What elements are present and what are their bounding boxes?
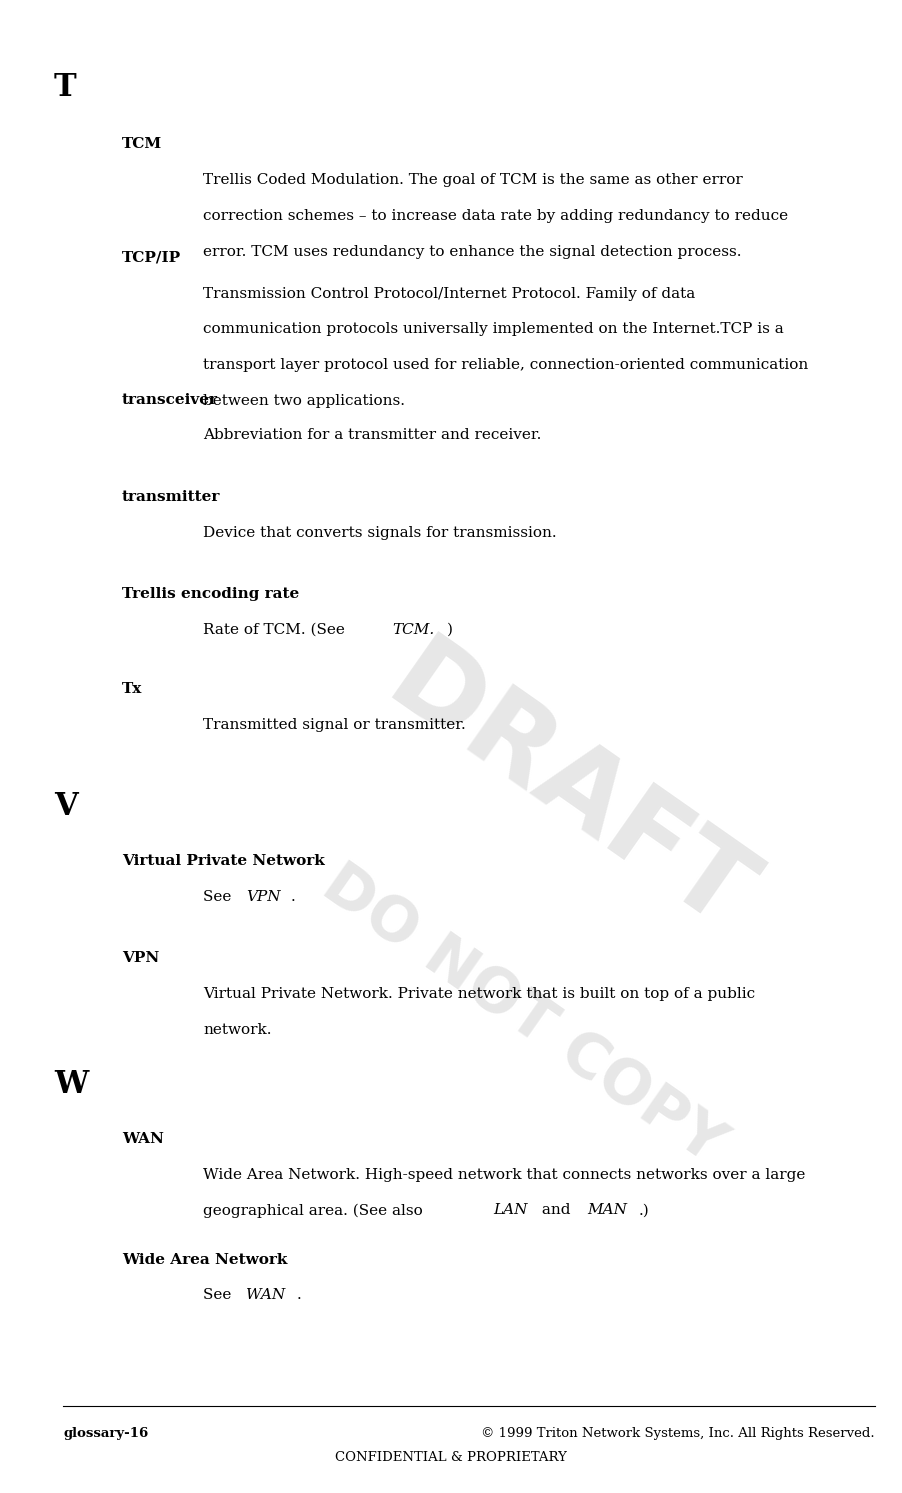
Text: transceiver: transceiver bbox=[122, 393, 217, 406]
Text: Abbreviation for a transmitter and receiver.: Abbreviation for a transmitter and recei… bbox=[203, 428, 541, 442]
Text: Transmitted signal or transmitter.: Transmitted signal or transmitter. bbox=[203, 718, 465, 732]
Text: See: See bbox=[203, 1288, 236, 1302]
Text: communication protocols universally implemented on the Internet.TCP is a: communication protocols universally impl… bbox=[203, 322, 784, 336]
Text: between two applications.: between two applications. bbox=[203, 394, 405, 408]
Text: V: V bbox=[54, 791, 78, 823]
Text: transmitter: transmitter bbox=[122, 490, 220, 503]
Text: .: . bbox=[290, 890, 295, 903]
Text: geographical area. (See also: geographical area. (See also bbox=[203, 1203, 428, 1218]
Text: Device that converts signals for transmission.: Device that converts signals for transmi… bbox=[203, 526, 557, 539]
Text: © 1999 Triton Network Systems, Inc. All Rights Reserved.: © 1999 Triton Network Systems, Inc. All … bbox=[482, 1427, 875, 1441]
Text: .): .) bbox=[639, 1203, 649, 1217]
Text: glossary-16: glossary-16 bbox=[63, 1427, 149, 1441]
Text: Rate of TCM. (See: Rate of TCM. (See bbox=[203, 623, 350, 636]
Text: Trellis encoding rate: Trellis encoding rate bbox=[122, 587, 299, 600]
Text: correction schemes – to increase data rate by adding redundancy to reduce: correction schemes – to increase data ra… bbox=[203, 209, 788, 222]
Text: .: . bbox=[297, 1288, 301, 1302]
Text: See: See bbox=[203, 890, 236, 903]
Text: VPN: VPN bbox=[246, 890, 281, 903]
Text: LAN: LAN bbox=[492, 1203, 528, 1217]
Text: ): ) bbox=[446, 623, 453, 636]
Text: transport layer protocol used for reliable, connection-oriented communication: transport layer protocol used for reliab… bbox=[203, 358, 808, 372]
Text: CONFIDENTIAL & PROPRIETARY: CONFIDENTIAL & PROPRIETARY bbox=[335, 1451, 567, 1465]
Text: TCM: TCM bbox=[122, 137, 162, 151]
Text: VPN: VPN bbox=[122, 951, 159, 964]
Text: Wide Area Network: Wide Area Network bbox=[122, 1253, 287, 1266]
Text: T: T bbox=[54, 72, 77, 103]
Text: Virtual Private Network: Virtual Private Network bbox=[122, 854, 325, 867]
Text: DRAFT: DRAFT bbox=[367, 629, 769, 954]
Text: TCM.: TCM. bbox=[392, 623, 435, 636]
Text: MAN: MAN bbox=[587, 1203, 627, 1217]
Text: DO NOT COPY: DO NOT COPY bbox=[311, 854, 735, 1176]
Text: network.: network. bbox=[203, 1023, 272, 1036]
Text: Trellis Coded Modulation. The goal of TCM is the same as other error: Trellis Coded Modulation. The goal of TC… bbox=[203, 173, 742, 187]
Text: and: and bbox=[538, 1203, 575, 1217]
Text: WAN: WAN bbox=[122, 1132, 163, 1145]
Text: Virtual Private Network. Private network that is built on top of a public: Virtual Private Network. Private network… bbox=[203, 987, 755, 1000]
Text: WAN: WAN bbox=[246, 1288, 285, 1302]
Text: Tx: Tx bbox=[122, 682, 143, 696]
Text: W: W bbox=[54, 1069, 88, 1100]
Text: Wide Area Network. High-speed network that connects networks over a large: Wide Area Network. High-speed network th… bbox=[203, 1168, 805, 1181]
Text: Transmission Control Protocol/Internet Protocol. Family of data: Transmission Control Protocol/Internet P… bbox=[203, 287, 695, 300]
Text: TCP/IP: TCP/IP bbox=[122, 251, 181, 264]
Text: error. TCM uses redundancy to enhance the signal detection process.: error. TCM uses redundancy to enhance th… bbox=[203, 245, 741, 258]
